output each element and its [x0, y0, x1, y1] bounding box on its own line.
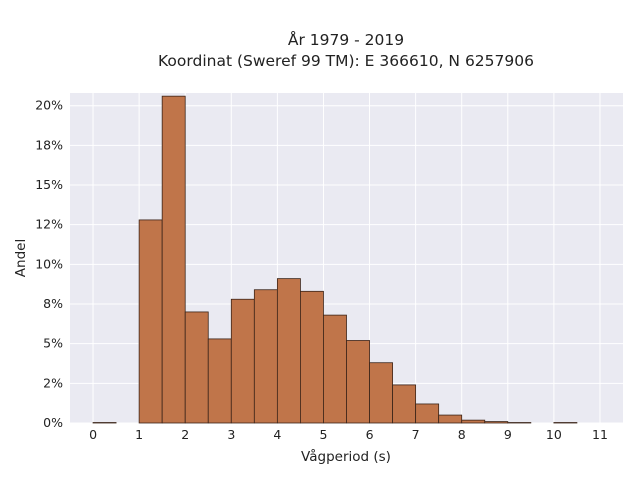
chart-title-line-1: År 1979 - 2019	[288, 30, 404, 49]
histogram-bar	[461, 419, 486, 424]
y-tick-label: 18%	[35, 137, 63, 152]
histogram-bar	[300, 290, 324, 424]
y-tick-label: 12%	[35, 217, 63, 232]
y-tick-label: 10%	[35, 256, 63, 271]
histogram-bar	[346, 340, 370, 424]
histogram-bar	[253, 289, 278, 424]
histogram-bar	[161, 95, 186, 424]
x-axis-ticks: 0 1 2 3 4 5 6 7 8 9 10 11	[89, 427, 608, 442]
y-tick-label: 5%	[43, 336, 63, 351]
x-tick-label: 3	[227, 427, 235, 442]
x-tick-label: 6	[366, 427, 374, 442]
x-tick-label: 8	[458, 427, 466, 442]
y-tick-label: 8%	[43, 296, 63, 311]
x-tick-label: 9	[504, 427, 512, 442]
x-tick-label: 10	[546, 427, 562, 442]
histogram-bars	[92, 95, 578, 424]
histogram-bar	[207, 338, 232, 424]
histogram-bar	[484, 421, 509, 424]
x-tick-label: 11	[592, 427, 608, 442]
y-tick-label: 15%	[35, 177, 63, 192]
histogram-bar	[276, 278, 301, 424]
y-tick-label: 2%	[43, 375, 63, 390]
histogram-bar	[438, 414, 463, 424]
y-axis-ticks: 0% 2% 5% 8% 10% 12% 15% 18% 20%	[35, 98, 63, 430]
x-tick-label: 7	[412, 427, 420, 442]
x-axis-label: Vågperiod (s)	[301, 448, 391, 465]
histogram-bar	[392, 384, 417, 424]
histogram-bar	[369, 362, 393, 424]
x-tick-label: 2	[181, 427, 189, 442]
x-tick-label: 5	[319, 427, 327, 442]
x-tick-label: 4	[273, 427, 281, 442]
histogram-bar	[323, 314, 347, 424]
histogram-bar	[184, 311, 209, 424]
x-tick-label: 0	[89, 427, 97, 442]
histogram-bar	[415, 403, 440, 424]
y-axis-label: Andel	[13, 239, 29, 277]
x-tick-label: 1	[135, 427, 143, 442]
histogram-bar	[230, 298, 255, 424]
chart-title-line-2: Koordinat (Sweref 99 TM): E 366610, N 62…	[158, 52, 534, 70]
histogram-bar	[138, 219, 163, 424]
y-tick-label: 0%	[43, 415, 63, 430]
y-tick-label: 20%	[35, 98, 63, 113]
